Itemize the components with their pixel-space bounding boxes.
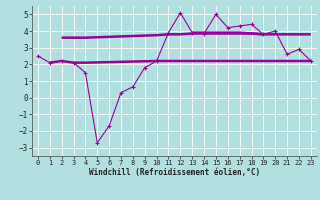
X-axis label: Windchill (Refroidissement éolien,°C): Windchill (Refroidissement éolien,°C)	[89, 168, 260, 177]
